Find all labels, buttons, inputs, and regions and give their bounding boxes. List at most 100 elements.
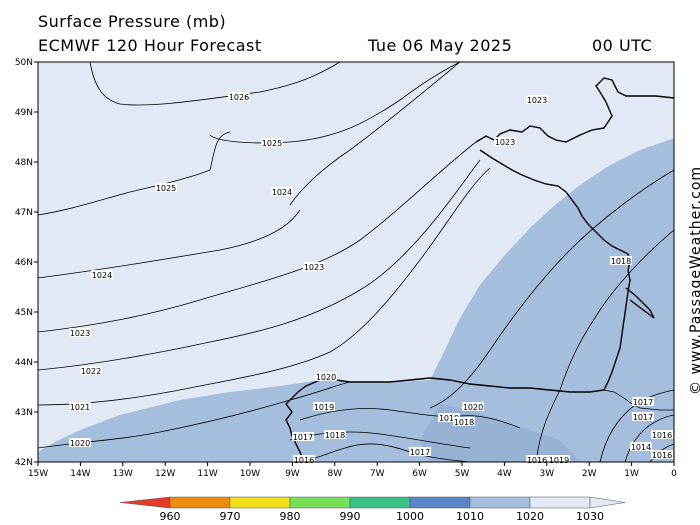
isobar-label-bg <box>548 455 570 464</box>
isobar-label: 1026 <box>229 93 249 102</box>
isobar-label-bg <box>632 397 654 406</box>
legend-label: 960 <box>160 510 181 523</box>
coastline-france <box>475 77 675 143</box>
lon-label: 1W <box>624 469 639 479</box>
isobar-label-bg <box>409 447 431 456</box>
isobar-label: 1018 <box>454 418 474 427</box>
isobar-label: 1022 <box>81 367 101 376</box>
isobar-lines <box>37 61 675 463</box>
lon-label: 2W <box>582 469 597 479</box>
isobar-label-bg <box>630 442 652 451</box>
legend-arrow-right <box>589 496 626 509</box>
isobar-label-bg <box>526 95 548 104</box>
isobar-label: 1014 <box>631 443 651 452</box>
lat-label: 42N <box>15 458 33 468</box>
lat-label: 48N <box>15 158 33 168</box>
legend-swatch <box>229 496 291 509</box>
map-area <box>38 62 675 463</box>
forecast-model: ECMWF 120 Hour Forecast <box>38 36 262 55</box>
isobar-label-bg <box>69 438 91 447</box>
isobar-label-bg <box>80 366 102 375</box>
legend-arrow-left <box>119 496 171 509</box>
lon-label: 14W <box>70 469 90 479</box>
isobar-label: 1025 <box>156 184 176 193</box>
legend-label: 990 <box>340 510 361 523</box>
coastline-brittany-south <box>479 149 631 271</box>
isobar-label: 1018 <box>325 431 345 440</box>
isobar-label: 1020 <box>463 403 483 412</box>
isobar-label-bg <box>651 430 673 439</box>
lon-label: 6W <box>412 469 427 479</box>
lat-label: 45N <box>15 308 33 318</box>
lat-label: 44N <box>15 358 33 368</box>
lon-label: 7W <box>370 469 385 479</box>
legend-swatch <box>289 496 351 509</box>
lon-label: 0 <box>671 469 677 479</box>
isobar-label: 1020 <box>316 373 336 382</box>
legend-swatch <box>409 496 471 509</box>
isobar-label-bg <box>69 402 91 411</box>
coastline-landes <box>429 269 631 393</box>
chart-title: Surface Pressure (mb) <box>38 12 227 31</box>
lon-label: 11W <box>197 469 217 479</box>
lat-label: 49N <box>15 108 33 118</box>
isobar-label: 1019 <box>439 414 459 423</box>
isobar-label-bg <box>324 430 346 439</box>
isobar-label: 1020 <box>70 439 90 448</box>
isobar-label: 1025 <box>262 139 282 148</box>
lon-label: 10W <box>240 469 260 479</box>
isobar-label: 1023 <box>495 138 515 147</box>
isobar-label-bg <box>494 137 516 146</box>
isobar-label-bg <box>69 328 91 337</box>
isobar-label: 1023 <box>304 263 324 272</box>
isobar-label: 1016 <box>294 456 314 465</box>
coastline-gironde <box>625 287 655 319</box>
lat-label: 47N <box>15 208 33 218</box>
isobar-label: 1023 <box>527 96 547 105</box>
isobar-label-bg <box>303 262 325 271</box>
legend-swatch <box>469 496 531 509</box>
isobar-label: 1023 <box>70 329 90 338</box>
isobar-label: 1024 <box>92 271 112 280</box>
isobar-label-bg <box>292 432 314 441</box>
lat-label: 43N <box>15 408 33 418</box>
legend-swatch <box>529 496 591 509</box>
credit-text: © www.PassageWeather.com <box>688 165 700 395</box>
pressure-band-1020 <box>38 138 674 462</box>
isobar-label-bg <box>228 92 250 101</box>
legend-label: 1030 <box>576 510 604 523</box>
lon-label: 13W <box>113 469 133 479</box>
lon-label: 5W <box>455 469 470 479</box>
isobar-label: 1017 <box>410 448 430 457</box>
isobar-label-bg <box>313 402 335 411</box>
isobar-label: 1016 <box>652 431 672 440</box>
isobar-label: 1021 <box>70 403 90 412</box>
land-france <box>476 80 674 190</box>
lat-label: 50N <box>15 58 33 68</box>
legend-swatch <box>349 496 411 509</box>
isobar-label: 1016 <box>527 456 547 465</box>
isobar-label: 1019 <box>549 456 569 465</box>
isobar-label: 1024 <box>272 188 292 197</box>
lon-label: 12W <box>155 469 175 479</box>
legend-label: 980 <box>280 510 301 523</box>
isobar-label: 1019 <box>314 403 334 412</box>
isobar-label-bg <box>651 450 673 459</box>
legend-label: 1000 <box>396 510 424 523</box>
lon-label: 15W <box>28 469 48 479</box>
isobar-label-bg <box>610 256 632 265</box>
forecast-date: Tue 06 May 2025 <box>368 36 513 55</box>
isobar-label: 1017 <box>633 413 653 422</box>
isobar-label-bg <box>155 183 177 192</box>
lon-label: 9W <box>285 469 300 479</box>
isobar-label-bg <box>462 402 484 411</box>
legend-label: 970 <box>220 510 241 523</box>
isobar-label: 1017 <box>293 433 313 442</box>
isobar-label-bg <box>91 270 113 279</box>
isobar-label-bg <box>453 417 475 426</box>
lon-label: 8W <box>327 469 342 479</box>
legend-swatch <box>169 496 231 509</box>
lat-label: 46N <box>15 258 33 268</box>
